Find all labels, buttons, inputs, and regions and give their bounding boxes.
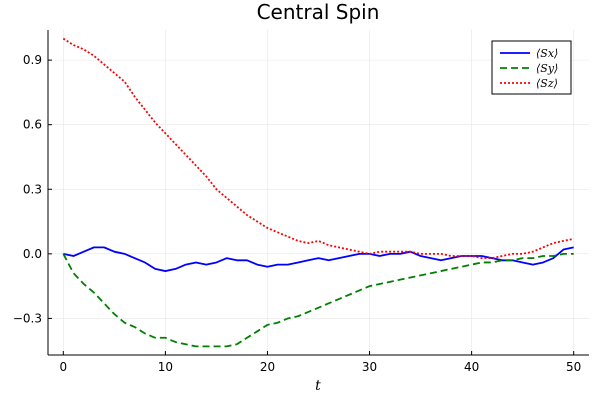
series-layer: [62, 37, 574, 348]
legend-label: ⟨Sx⟩: [536, 47, 558, 60]
series-line-2: [62, 37, 574, 260]
x-tick-label: 30: [362, 360, 377, 374]
legend: ⟨Sx⟩ ⟨Sy⟩ ⟨Sz⟩: [491, 40, 572, 95]
x-axis-label: t: [315, 378, 321, 394]
y-tick-label: 0.9: [23, 53, 42, 67]
tick-labels: 0 10 20 30 40 50 −0.3 0.0 0.3 0.6 0.9: [13, 53, 581, 374]
axes: [47, 30, 589, 356]
x-tick-label: 40: [464, 360, 479, 374]
x-tick-label: 0: [59, 360, 67, 374]
y-tick-label: 0.6: [23, 118, 42, 132]
y-tick-label: 0.0: [23, 247, 42, 261]
series-line-1: [62, 252, 574, 348]
legend-label: ⟨Sz⟩: [536, 77, 558, 90]
x-tick-label: 10: [158, 360, 173, 374]
legend-label: ⟨Sy⟩: [536, 62, 558, 75]
y-tick-label: −0.3: [13, 311, 42, 325]
y-tick-label: 0.3: [23, 182, 42, 196]
x-tick-label: 20: [260, 360, 275, 374]
chart-title: Central Spin: [257, 0, 380, 24]
x-tick-label: 50: [566, 360, 581, 374]
